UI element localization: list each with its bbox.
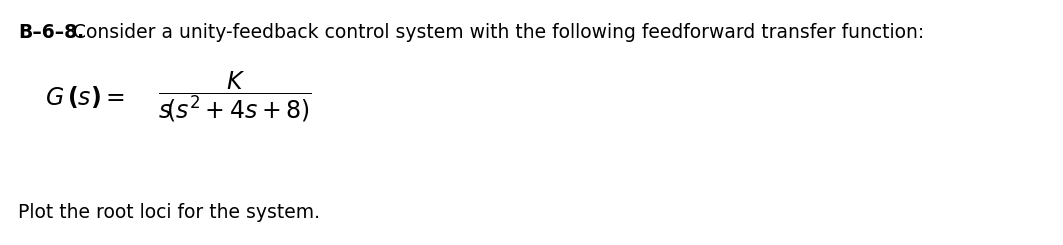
Text: Plot the root loci for the system.: Plot the root loci for the system. <box>18 203 320 222</box>
Text: $\dfrac{K}{s\!\left(s^2+4s+8\right)}$: $\dfrac{K}{s\!\left(s^2+4s+8\right)}$ <box>158 70 311 124</box>
Text: B–6–8.: B–6–8. <box>18 23 84 42</box>
Text: Consider a unity-feedback control system with the following feedforward transfer: Consider a unity-feedback control system… <box>67 23 924 42</box>
Text: $\mathbf{\mathit{G}}\,\mathbf{(\mathit{s})} =$: $\mathbf{\mathit{G}}\,\mathbf{(\mathit{s… <box>45 84 124 110</box>
